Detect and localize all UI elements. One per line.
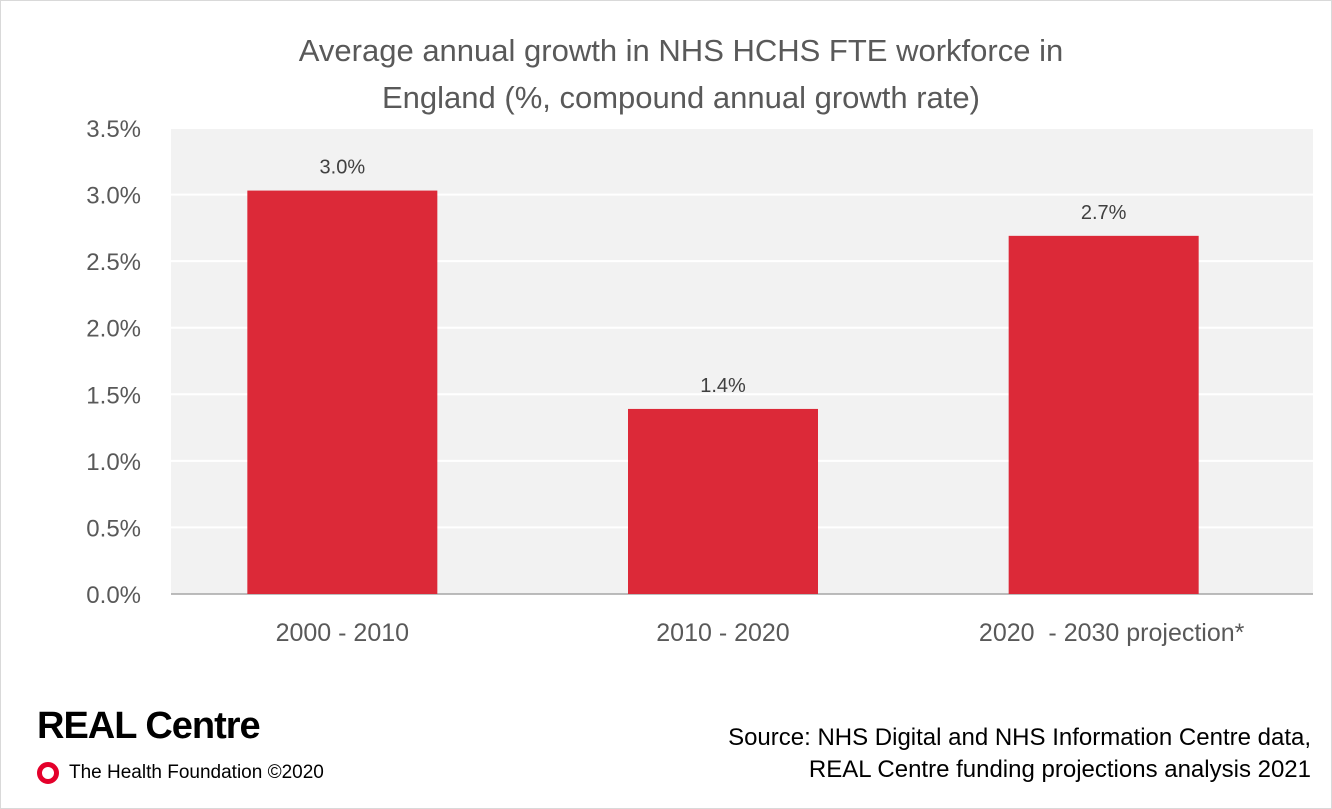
x-category-label: 2020 - 2030 projection* <box>979 619 1245 647</box>
brand-org: The Health Foundation ©2020 <box>37 762 324 784</box>
ring-logo-icon <box>37 762 59 784</box>
y-axis-ticks: 0.0% 0.5% 1.0% 1.5% 2.0% 2.5% 3.0% 3.5% <box>86 116 141 609</box>
data-labels: 3.0% 1.4% 2.7% <box>320 157 1127 397</box>
y-tick-label: 1.5% <box>86 382 141 409</box>
chart-title-line-1: Average annual growth in NHS HCHS FTE wo… <box>299 33 1063 68</box>
chart-title-line-2: England (%, compound annual growth rate) <box>382 80 980 115</box>
bar <box>1008 235 1199 595</box>
brand-org-label: The Health Foundation ©2020 <box>69 762 324 783</box>
y-tick-label: 3.5% <box>86 116 141 143</box>
x-axis-categories: 2000 - 2010 2010 - 2020 2020 - 2030 projec… <box>276 619 1245 647</box>
data-label: 1.4% <box>700 375 746 397</box>
y-tick-label: 0.0% <box>86 582 141 609</box>
x-category-label: 2010 - 2020 <box>656 619 789 647</box>
y-tick-label: 0.5% <box>86 515 141 542</box>
bar-chart: Average annual growth in NHS HCHS FTE wo… <box>86 33 1313 647</box>
brand-block: REAL Centre The Health Foundation ©2020 <box>37 704 324 784</box>
source-line-1: Source: NHS Digital and NHS Information … <box>728 724 1311 751</box>
data-label: 2.7% <box>1081 202 1127 224</box>
x-category-label: 2000 - 2010 <box>276 619 409 647</box>
brand-title: REAL Centre <box>37 705 261 747</box>
chart-title: Average annual growth in NHS HCHS FTE wo… <box>299 33 1063 115</box>
y-tick-label: 2.5% <box>86 249 141 276</box>
y-tick-label: 1.0% <box>86 449 141 476</box>
source-note: Source: NHS Digital and NHS Information … <box>728 722 1311 786</box>
bars <box>247 190 1199 595</box>
data-label: 3.0% <box>320 157 366 179</box>
y-tick-label: 2.0% <box>86 316 141 343</box>
y-tick-label: 3.0% <box>86 183 141 210</box>
bar <box>247 190 438 594</box>
source-line-2: REAL Centre funding projections analysis… <box>808 756 1311 783</box>
bar <box>628 408 818 594</box>
